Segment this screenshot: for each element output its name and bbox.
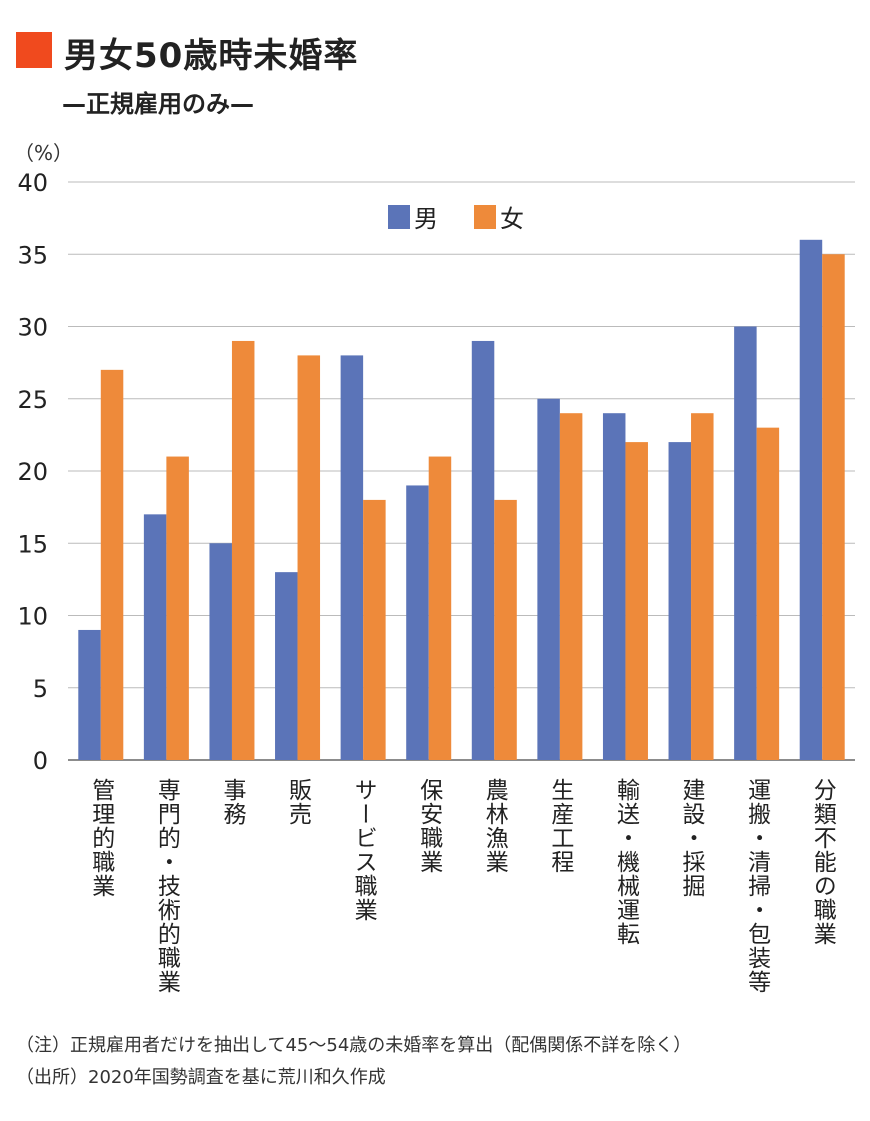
x-tick-label: 事務: [218, 778, 245, 826]
bar-female: [231, 340, 255, 760]
y-tick-label: 15: [17, 530, 48, 558]
y-axis-label: （%）: [14, 141, 73, 165]
bar-male: [209, 543, 232, 760]
legend-swatch: [388, 205, 410, 229]
y-tick-label: 20: [17, 458, 48, 486]
bar-male: [668, 442, 692, 760]
bar-female: [625, 442, 648, 760]
bar-female: [166, 456, 189, 760]
y-tick-label: 25: [17, 386, 48, 414]
x-tick-label: 販売: [284, 778, 311, 826]
x-tick-label: 農林漁業: [481, 778, 508, 874]
legend-label: 女: [500, 205, 524, 233]
bar-female: [756, 427, 780, 760]
x-tick-label: 建設・採掘: [678, 778, 705, 898]
bar-male: [340, 355, 364, 760]
bar-female: [363, 499, 386, 760]
y-tick-label: 30: [17, 314, 48, 342]
chart-subtitle: —正規雇用のみ—: [62, 90, 254, 118]
y-tick-label: 10: [17, 603, 48, 631]
note: （注）正規雇用者だけを抽出して45〜54歳の未婚率を算出（配偶関係不詳を除く）: [16, 1035, 692, 1056]
bar-male: [78, 629, 101, 760]
bar-female: [494, 499, 517, 760]
x-tick-label: 専門的・技術的職業: [153, 778, 180, 994]
legend-swatch: [474, 205, 496, 229]
x-tick-label: 輸送・機械運転: [612, 778, 639, 946]
bar-female: [691, 413, 714, 760]
x-tick-label: 管理的職業: [87, 778, 114, 898]
x-tick-label: サービス職業: [350, 778, 377, 922]
x-tick-label: 運搬・清掃・包装等: [743, 778, 770, 994]
bar-female: [428, 456, 452, 760]
bar-male: [602, 413, 626, 760]
y-tick-label: 0: [33, 747, 48, 775]
chart-title: 男女50歳時未婚率: [64, 36, 359, 76]
bar-female: [100, 369, 124, 760]
bar-male: [471, 340, 495, 760]
source: （出所）2020年国勢調査を基に荒川和久作成: [16, 1067, 386, 1088]
bar-male: [537, 398, 560, 760]
bar-male: [799, 239, 823, 761]
y-tick-label: 40: [17, 169, 48, 197]
notes: （注）正規雇用者だけを抽出して45〜54歳の未婚率を算出（配偶関係不詳を除く） …: [16, 1030, 691, 1094]
bar-female: [297, 355, 321, 760]
bar-female: [822, 254, 845, 760]
bar-male: [143, 514, 167, 760]
legend-label: 男: [414, 205, 438, 233]
bar-female: [559, 413, 583, 760]
x-tick-label: 保安職業: [415, 778, 442, 874]
title-marker: [16, 32, 52, 68]
bar-male: [734, 326, 757, 760]
y-tick-label: 5: [33, 675, 48, 703]
y-tick-label: 35: [17, 241, 48, 269]
bar-male: [406, 485, 429, 760]
x-tick-label: 分類不能の職業: [809, 778, 836, 946]
bar-male: [275, 572, 298, 760]
x-tick-label: 生産工程: [546, 778, 573, 874]
